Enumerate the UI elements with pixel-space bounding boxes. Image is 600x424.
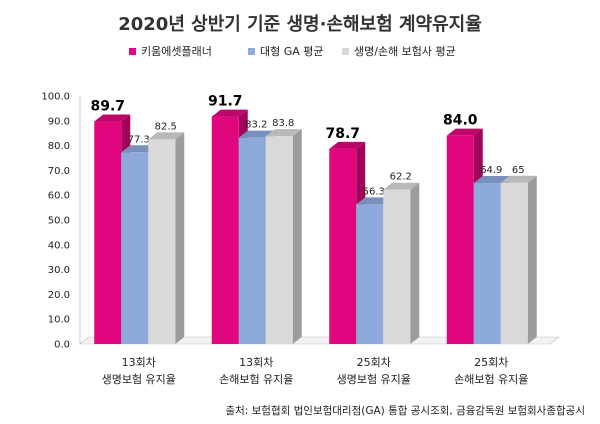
bar-side <box>527 175 537 344</box>
bar <box>121 152 149 344</box>
bar <box>238 137 266 344</box>
bar <box>356 204 384 344</box>
bar <box>265 136 293 344</box>
bar <box>500 182 528 344</box>
bar-top <box>446 128 483 136</box>
y-tick-label: 10.0 <box>48 315 70 326</box>
data-label: 91.7 <box>208 94 243 110</box>
legend-label: 키움에셋플래너 <box>141 45 212 58</box>
y-tick-label: 100.0 <box>41 92 70 103</box>
data-label: 64.9 <box>480 165 502 176</box>
legend-label: 대형 GA 평균 <box>260 45 324 58</box>
legend-swatch <box>248 48 255 55</box>
y-tick-label: 80.0 <box>48 141 70 152</box>
legend-label: 생명/손해 보험사 평균 <box>354 44 456 58</box>
y-tick-label: 30.0 <box>48 265 70 276</box>
y-tick-label: 0.0 <box>54 340 70 351</box>
category-label: 13회차 <box>122 356 156 369</box>
y-tick-label: 60.0 <box>48 191 70 202</box>
bar-side <box>410 182 420 344</box>
category-label: 25회차 <box>357 356 391 369</box>
bar-top <box>238 130 275 138</box>
y-tick-label: 50.0 <box>48 216 70 227</box>
bar-side <box>292 129 302 344</box>
plot-area: 0.0 10.0 20.0 30.0 40.0 50.0 60.0 70.0 80.0 90.0 1… <box>41 92 560 386</box>
data-label: 78.7 <box>325 126 360 142</box>
bar <box>211 116 239 344</box>
bar-top <box>265 129 302 137</box>
category-label: 생명보험 유지율 <box>337 373 411 386</box>
data-label: 89.7 <box>90 99 125 115</box>
data-label: 82.5 <box>155 121 177 132</box>
data-label: 83.8 <box>272 118 294 129</box>
bar <box>329 148 357 344</box>
y-tick-label: 20.0 <box>48 290 70 301</box>
data-label: 62.2 <box>390 172 412 183</box>
data-label: 83.2 <box>245 120 267 131</box>
y-tick-label: 40.0 <box>48 240 70 251</box>
category-label: 손해보험 유지율 <box>454 372 528 386</box>
chart-title: 2020년 상반기 기준 생명·손해보험 계약유지율 <box>118 13 482 35</box>
data-label: 56.3 <box>363 186 385 197</box>
bar-top <box>329 141 366 149</box>
category-label: 손해보험 유지율 <box>219 372 293 386</box>
y-tick-label: 90.0 <box>48 116 70 127</box>
bar-top <box>473 176 510 184</box>
legend-swatch <box>342 48 349 55</box>
chart-legend: 키움에셋플래너 대형 GA 평균 생명/손해 보험사 평균 <box>129 44 456 58</box>
legend-swatch <box>129 48 136 55</box>
bar-top <box>211 109 248 117</box>
bar <box>446 135 474 344</box>
data-label: 84.0 <box>443 113 478 129</box>
bar-top <box>148 132 185 140</box>
category-label: 생명보험 유지율 <box>102 373 176 386</box>
bar-top <box>500 175 537 183</box>
bar <box>473 183 501 344</box>
bar <box>383 189 411 344</box>
category-label: 25회차 <box>474 356 508 369</box>
bar <box>148 139 176 344</box>
source-note: 출처: 보험협회 법인보험대리점(GA) 통합 공시조회, 금융감독원 보험회사… <box>225 404 585 417</box>
bar-top <box>383 182 420 190</box>
y-tick-label: 70.0 <box>48 166 70 177</box>
category-label: 13회차 <box>239 356 273 369</box>
bar <box>94 121 122 344</box>
data-label: 65 <box>512 165 525 176</box>
data-label: 77.3 <box>128 134 150 145</box>
bar-side <box>175 132 185 344</box>
bar-top <box>94 114 131 122</box>
